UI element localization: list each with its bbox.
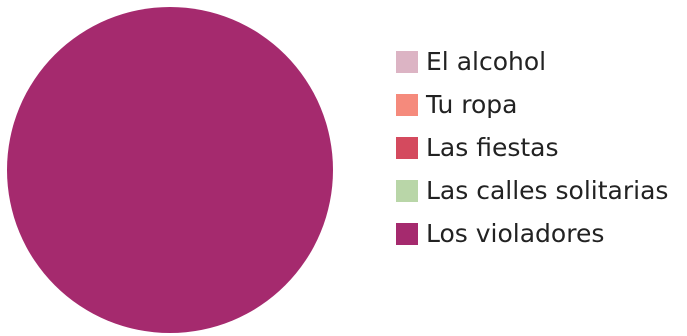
legend-swatch (396, 50, 418, 73)
legend-item-tu-ropa: Tu ropa (396, 83, 682, 126)
legend-item-las-calles-solitarias: Las calles solitarias (396, 169, 682, 212)
pie-slice-los-violadores (7, 7, 333, 333)
legend-label: Las calles solitarias (426, 176, 669, 205)
legend-swatch (396, 136, 418, 159)
legend-label: Los violadores (426, 219, 605, 248)
legend-swatch (396, 222, 418, 245)
pie-chart (7, 7, 333, 333)
legend-item-las-fiestas: Las fiestas (396, 126, 682, 169)
legend-swatch (396, 93, 418, 116)
legend-item-los-violadores: Los violadores (396, 212, 682, 255)
legend-label: El alcohol (426, 47, 547, 76)
legend-label: Tu ropa (426, 90, 518, 119)
legend-label: Las fiestas (426, 133, 559, 162)
legend-item-el-alcohol: El alcohol (396, 40, 682, 83)
pie-slices (7, 7, 333, 333)
legend-swatch (396, 179, 418, 202)
legend: El alcohol Tu ropa Las fiestas Las calle… (396, 40, 682, 255)
